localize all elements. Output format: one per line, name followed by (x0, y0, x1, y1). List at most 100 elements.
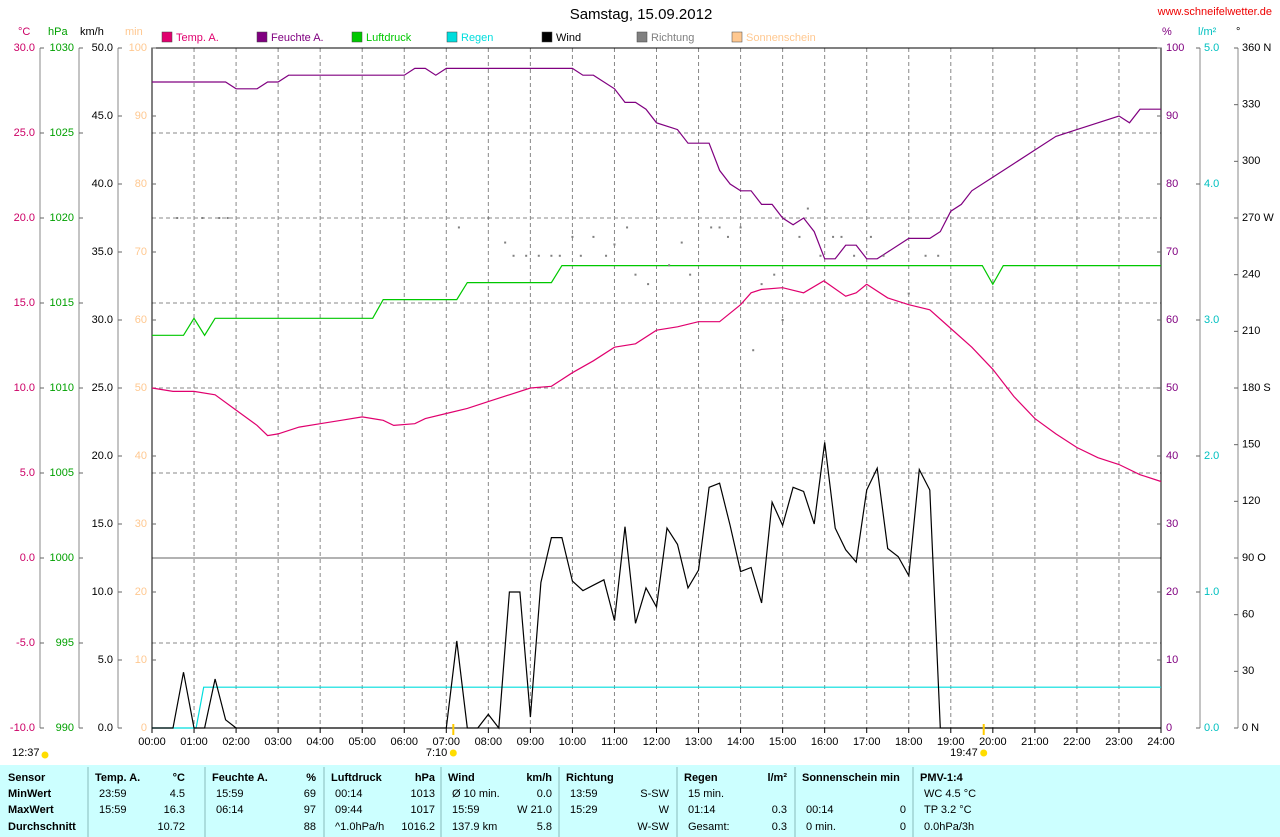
x-tick-label: 16:00 (811, 736, 839, 748)
legend-swatch (731, 31, 743, 43)
direction-dot (592, 235, 595, 238)
y-tick-label: 30 (1242, 665, 1254, 677)
sun-icon (41, 751, 49, 759)
x-tick-label: 21:00 (1021, 736, 1049, 748)
axis-unit: l/m² (1198, 26, 1217, 38)
y-tick-label: 20.0 (14, 212, 35, 224)
y-tick-label: 300 (1242, 155, 1260, 167)
y-tick-label: 10 (1166, 654, 1178, 666)
table-cell: 15 min. (688, 788, 724, 800)
table-background (0, 765, 1280, 837)
x-tick-label: 18:00 (895, 736, 923, 748)
legend-label: Feuchte A. (271, 32, 324, 44)
chart-title: Samstag, 15.09.2012 (570, 6, 713, 23)
x-tick-label: 05:00 (348, 736, 376, 748)
table-cell: W 21.0 (517, 804, 552, 816)
y-tick-label: 0 (1166, 722, 1172, 734)
series-line (152, 265, 1161, 337)
table-header: Richtung (566, 772, 614, 784)
y-tick-label: 180 S (1242, 382, 1271, 394)
legend-swatch (256, 31, 268, 43)
table-header: Feuchte A. (212, 772, 268, 784)
table-cell: 00:14 (335, 788, 363, 800)
x-tick-label: 02:00 (222, 736, 250, 748)
y-tick-label: 30 (135, 518, 147, 530)
direction-dot (226, 217, 229, 219)
y-tick-label: 0 (141, 722, 147, 734)
y-tick-label: 100 (129, 42, 147, 54)
x-tick-label: 24:00 (1147, 736, 1175, 748)
table-cell: 0.3 (772, 821, 787, 833)
table-header: Sensor (8, 772, 46, 784)
table-cell: 1017 (411, 804, 435, 816)
axis-unit: km/h (80, 26, 104, 38)
table-cell: 0.3 (772, 804, 787, 816)
table-header: Temp. A. (95, 772, 140, 784)
y-tick-label: 5.0 (20, 467, 35, 479)
legend-swatch (636, 31, 648, 43)
direction-dot (760, 283, 763, 286)
y-tick-label: 15.0 (14, 297, 35, 309)
y-tick-label: 30 (1166, 518, 1178, 530)
y-tick-label: 90 (1166, 110, 1178, 122)
y-tick-label: 1000 (50, 552, 74, 564)
table-cell: 4.5 (170, 788, 185, 800)
x-tick-label: 23:00 (1105, 736, 1133, 748)
table-header: °C (173, 772, 185, 784)
y-tick-label: 1030 (50, 42, 74, 54)
direction-dot (937, 254, 940, 257)
y-tick-label: 30.0 (92, 314, 113, 326)
y-tick-label: 40.0 (92, 178, 113, 190)
table-cell: 1013 (411, 788, 435, 800)
table-cell: 0.0hPa/3h (924, 821, 974, 833)
y-tick-label: 360 N (1242, 42, 1271, 54)
footnote: 12:37 (12, 747, 40, 759)
y-tick-label: 1010 (50, 382, 74, 394)
y-tick-label: 10.0 (92, 586, 113, 598)
table-cell: 88 (304, 821, 316, 833)
direction-dot (571, 235, 574, 238)
table-row-label: Durchschnitt (8, 821, 76, 833)
direction-dot (853, 254, 856, 257)
table-header: Luftdruck (331, 772, 383, 784)
table-cell: 0 (900, 804, 906, 816)
direction-dot (512, 254, 515, 257)
direction-dot (726, 235, 729, 238)
table-cell: W (659, 804, 670, 816)
annotation-label: 7:10 (426, 747, 447, 759)
legend-label: Temp. A. (176, 32, 219, 44)
direction-dot (457, 226, 460, 229)
y-tick-label: 5.0 (1204, 42, 1219, 54)
table-cell: 1016.2 (401, 821, 435, 833)
y-tick-label: 0.0 (20, 552, 35, 564)
y-tick-label: 90 (135, 110, 147, 122)
table-cell: Ø 10 min. (452, 788, 500, 800)
table-header: km/h (526, 772, 552, 784)
series-line (152, 67, 1161, 260)
direction-dot (739, 226, 742, 229)
x-tick-label: 08:00 (475, 736, 503, 748)
y-tick-label: 270 W (1242, 212, 1274, 224)
legend-label: Richtung (651, 32, 694, 44)
x-tick-label: 06:00 (390, 736, 418, 748)
y-tick-label: 5.0 (98, 654, 113, 666)
y-tick-label: 240 (1242, 269, 1260, 281)
y-tick-label: 4.0 (1204, 178, 1219, 190)
table-header: hPa (415, 772, 436, 784)
table-cell: 137.9 km (452, 821, 497, 833)
y-tick-label: 25.0 (92, 382, 113, 394)
direction-dot (668, 264, 671, 267)
series-line (152, 442, 1161, 730)
x-tick-label: 12:00 (643, 736, 671, 748)
y-tick-label: 0.0 (98, 722, 113, 734)
direction-dot (832, 235, 835, 238)
x-tick-label: 04:00 (306, 736, 334, 748)
source: www.schneifelwetter.de (1157, 6, 1272, 18)
direction-dot (907, 292, 910, 295)
direction-dot (525, 254, 528, 257)
direction-dot (781, 319, 784, 321)
y-tick-label: 70 (1166, 246, 1178, 258)
series-line (152, 686, 1161, 729)
direction-dot (840, 235, 843, 238)
